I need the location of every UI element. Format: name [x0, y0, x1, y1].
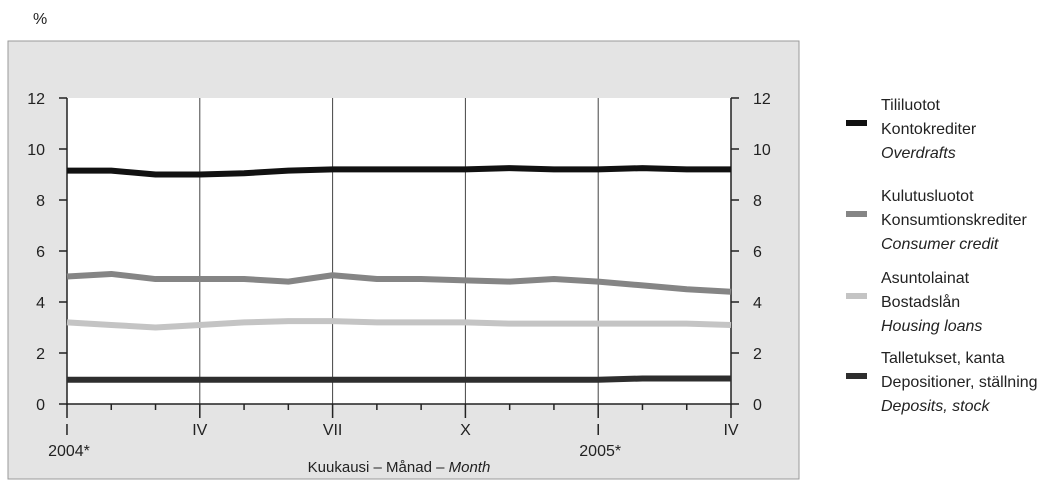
- x-tick-label: X: [460, 422, 471, 439]
- y-tick-label-right: 12: [753, 91, 771, 108]
- series-line-1: [67, 165, 731, 178]
- y-tick-label-right: 4: [753, 295, 762, 312]
- grid-layer: [199, 98, 599, 404]
- x-tick-label: IV: [192, 422, 207, 439]
- y-tick-label-right: 8: [753, 193, 762, 210]
- x-tick-labels: I 2004* IV VII X I 2005* IV: [48, 422, 739, 460]
- x-year-label: 2005*: [579, 443, 621, 460]
- x-axis-title: Kuukausi – Månad – Month: [308, 459, 491, 476]
- series-layer: [66, 165, 732, 383]
- legend-entry-1-line-1: Tililuotot: [881, 97, 941, 114]
- legend-entry-3-line-2: Bostadslån: [881, 293, 960, 311]
- legend-entry-2-line-3: Consumer credit: [881, 236, 999, 253]
- series-line-3: [66, 318, 732, 331]
- y-tick-label-left: 10: [27, 142, 45, 159]
- legend-entry-2-line-2: Konsumtionskrediter: [881, 212, 1028, 229]
- y-tick-label-left: 12: [27, 91, 45, 108]
- legend-entry-1-line-2: Kontokrediter: [881, 121, 977, 138]
- y-tick-label-right: 2: [753, 346, 762, 363]
- plot-area: [67, 98, 731, 404]
- y-tick-label-right: 6: [753, 244, 762, 261]
- y-tick-label-left: 6: [36, 244, 45, 261]
- x-axis-title-part: Month: [449, 459, 491, 476]
- y-tick-label-left: 2: [36, 346, 45, 363]
- axis-layer: 0 0 2 2 4 4 6 6 8 8 10 10 12 12: [27, 91, 771, 418]
- legend-entry-4-line-1: Talletukset, kanta: [881, 350, 1005, 367]
- legend-entry-4-line-2: Depositioner, ställning: [881, 374, 1038, 391]
- x-tick-label: VII: [323, 422, 343, 439]
- x-tick-label: IV: [723, 422, 738, 439]
- x-tick-label: I: [65, 422, 69, 439]
- y-tick-label-right: 0: [753, 397, 762, 414]
- legend-entry-3-line-1: Asuntolainat: [881, 270, 970, 287]
- y-tick-label-left: 8: [36, 193, 45, 210]
- x-axis-title-part: Kuukausi – Månad –: [308, 459, 449, 476]
- series-line-4: [67, 375, 731, 383]
- x-year-label: 2004*: [48, 443, 90, 460]
- legend: Tililuotot Kontokrediter Overdrafts Kulutus…: [846, 97, 1038, 415]
- legend-entry-1-line-3: Overdrafts: [881, 145, 956, 162]
- legend-entry-2-line-1: Kulutusluotot: [881, 188, 974, 205]
- y-tick-label-right: 10: [753, 142, 771, 159]
- legend-entry-3-line-3: Housing loans: [881, 318, 982, 335]
- y-tick-label-left: 0: [36, 397, 45, 414]
- y-tick-label-left: 4: [36, 295, 45, 312]
- unit-label: %: [33, 11, 47, 28]
- legend-entry-4-line-3: Deposits, stock: [881, 398, 990, 415]
- x-tick-label: I: [596, 422, 600, 439]
- series-line-2: [66, 270, 732, 295]
